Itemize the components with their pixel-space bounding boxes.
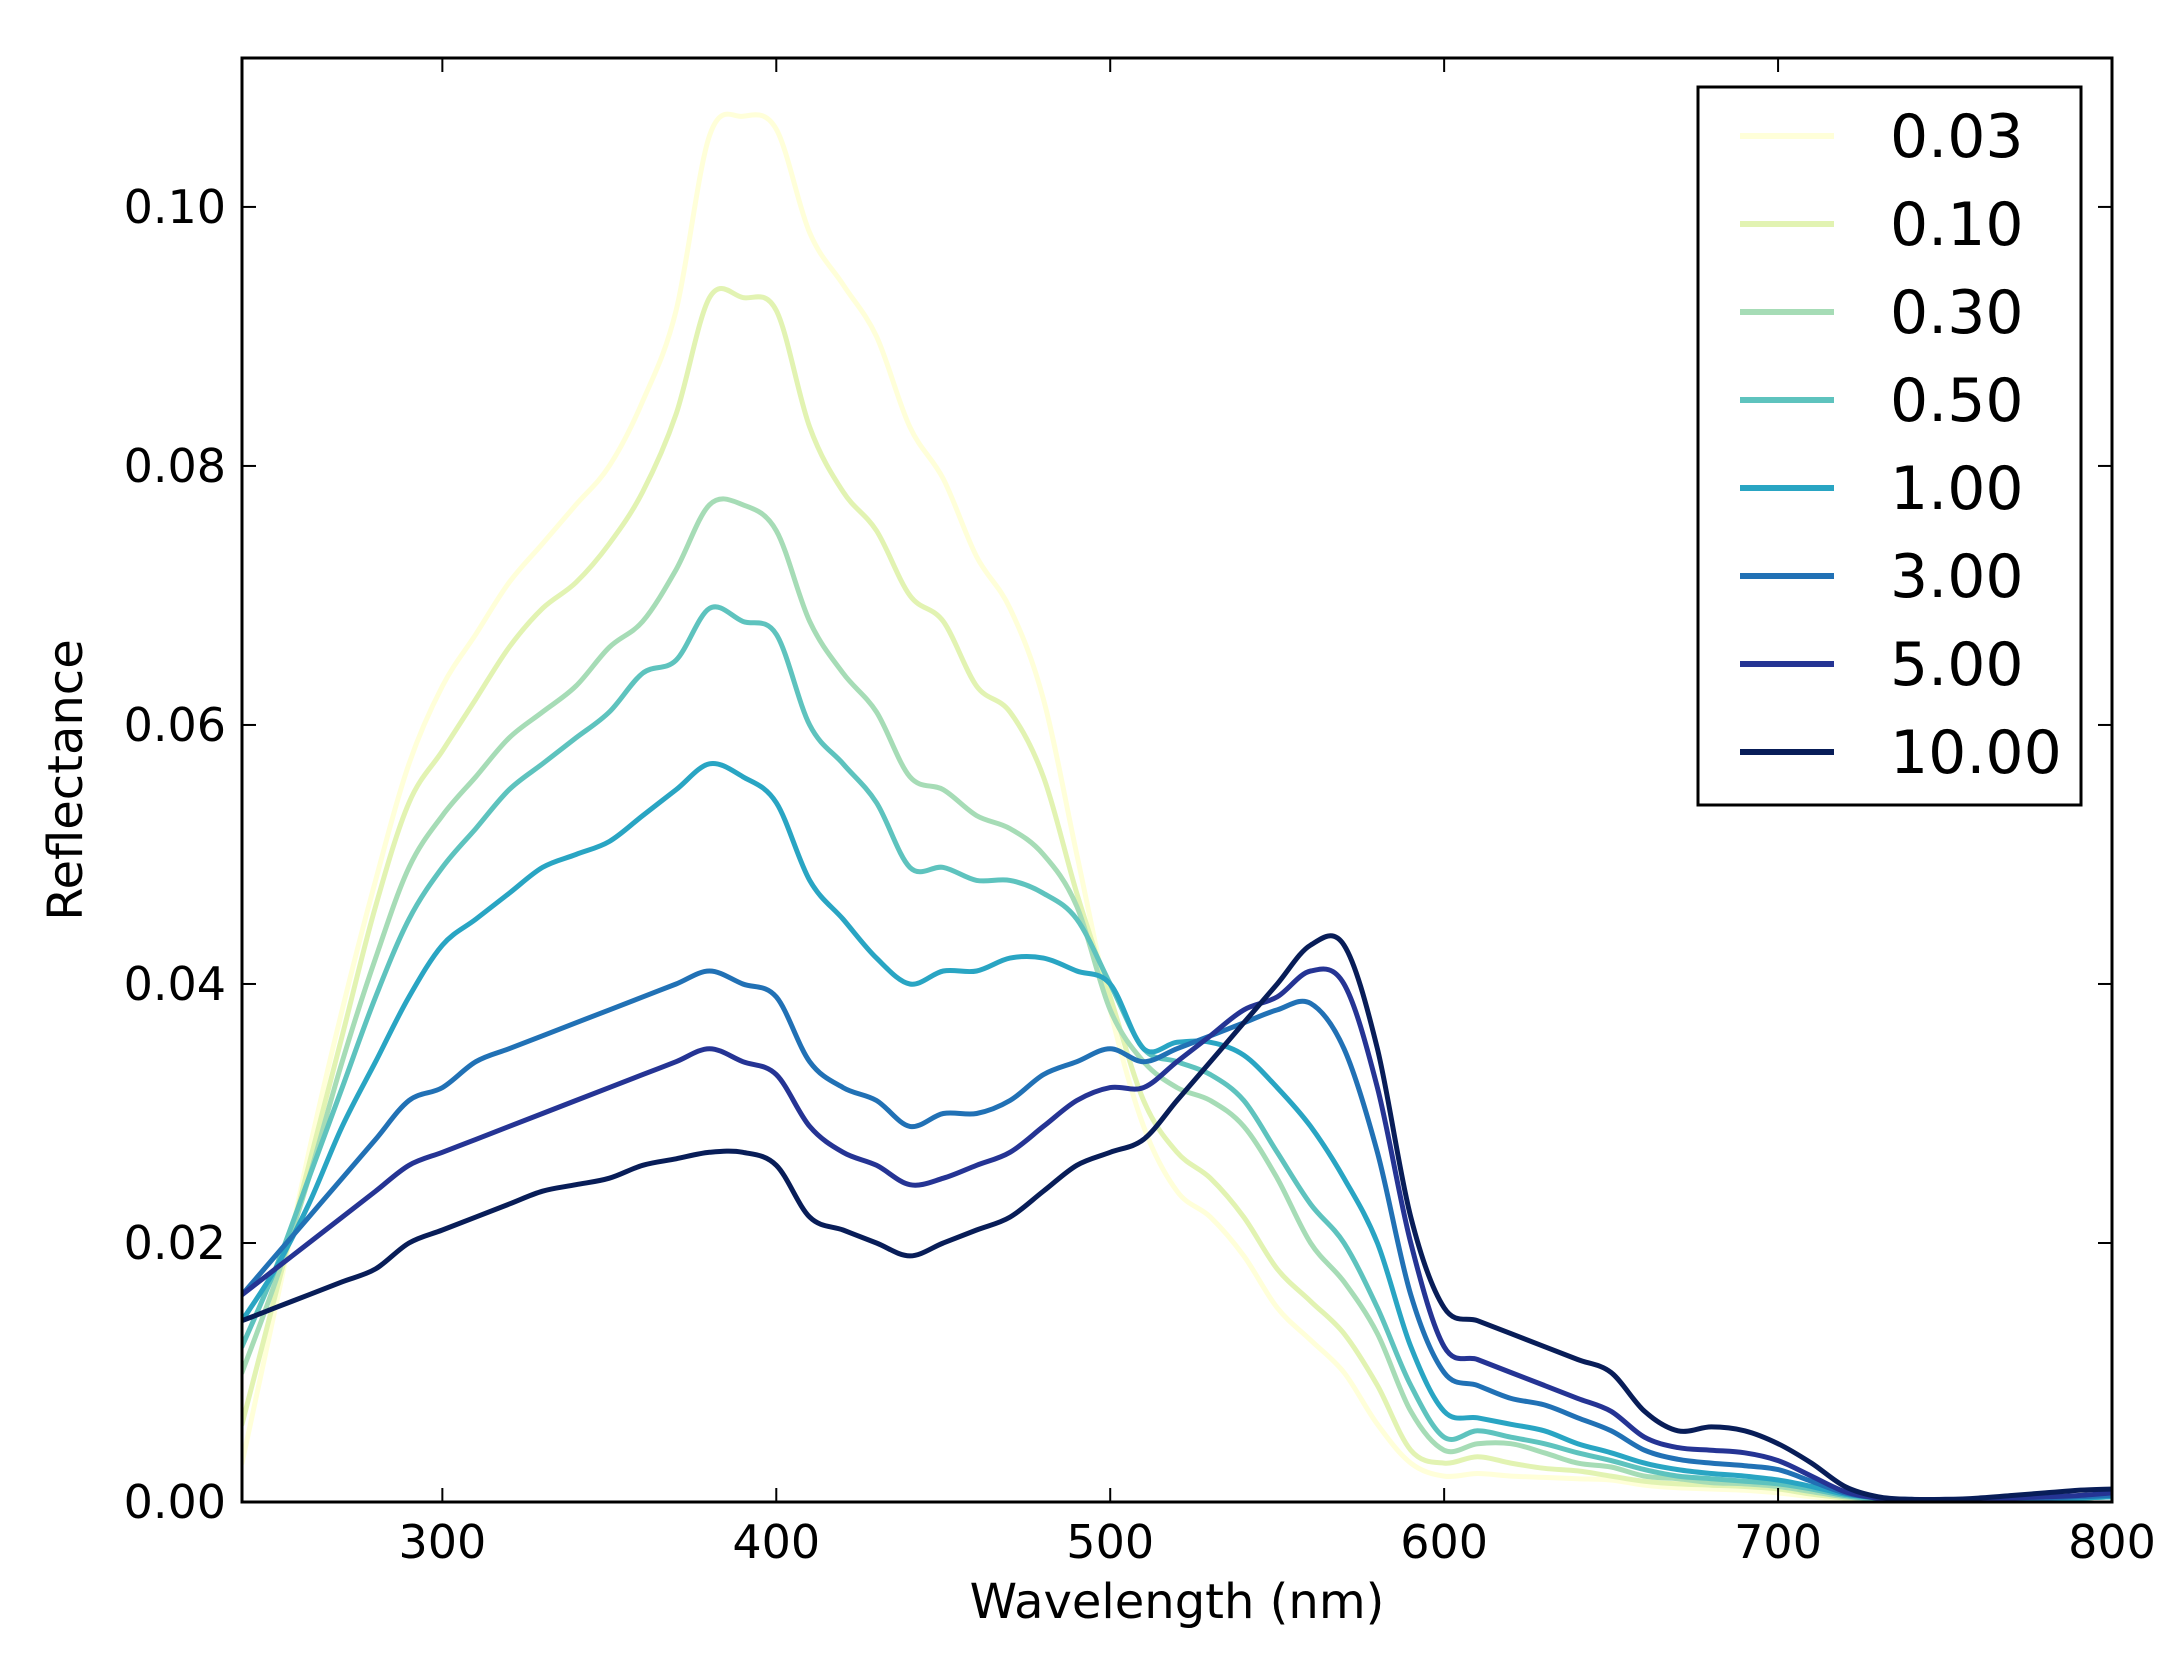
legend-label: 0.30 [1890,278,2024,348]
legend-label: 3.00 [1890,542,2024,612]
y-tick-label: 0.00 [124,1475,226,1529]
x-tick-label: 400 [732,1515,820,1569]
x-axis-label: Wavelength (nm) [970,1574,1385,1630]
series-line-4 [242,760,2112,1502]
y-tick-label: 0.10 [124,180,226,234]
y-tick-label: 0.08 [124,439,226,493]
series-line-7 [242,933,2112,1502]
series-line-3 [242,604,2112,1502]
y-axis-label: Reflectance [38,639,94,920]
legend-label: 0.50 [1890,366,2024,436]
y-tick-label: 0.04 [124,957,226,1011]
series-line-6 [242,966,2112,1502]
y-tick-label: 0.06 [124,698,226,752]
x-tick-label: 800 [2068,1515,2156,1569]
x-tick-label: 500 [1066,1515,1154,1569]
legend-label: 0.03 [1890,102,2024,172]
legend: 0.03 0.10 0.30 0.50 1.00 3.00 5.00 10.00 [1696,85,2083,807]
legend-label: 0.10 [1890,190,2024,260]
legend-frame [1696,85,2083,807]
legend-label: 1.00 [1890,454,2024,524]
y-tick-label: 0.02 [124,1216,226,1270]
series-line-5 [242,968,2112,1502]
x-tick-label: 300 [398,1515,486,1569]
legend-label: 5.00 [1890,630,2024,700]
plot-frame [240,56,2114,1504]
x-tick-label: 600 [1400,1515,1488,1569]
legend-label: 10.00 [1890,718,2062,788]
x-tick-label: 700 [1734,1515,1822,1569]
